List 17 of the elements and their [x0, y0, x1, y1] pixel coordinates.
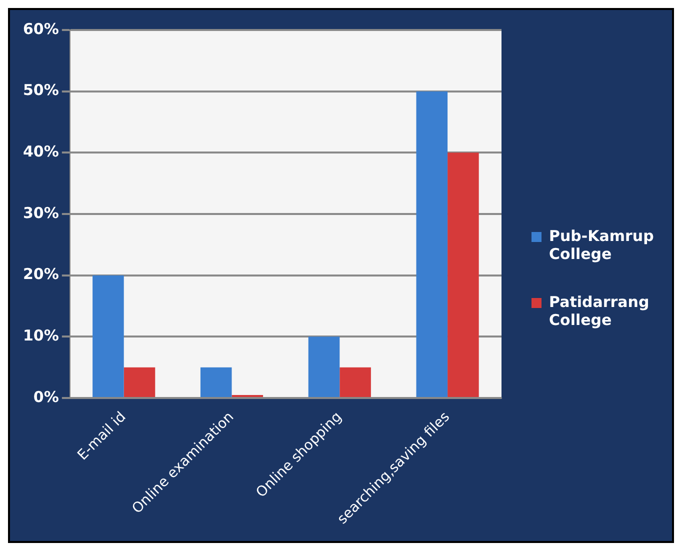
y-tick-label: 20% — [22, 265, 59, 284]
bar — [308, 336, 340, 398]
y-tick-label: 40% — [22, 142, 59, 161]
legend-label: Patidarrang College — [549, 292, 650, 329]
bar — [416, 91, 448, 398]
y-tick-label: 60% — [22, 20, 59, 38]
bar — [340, 367, 371, 398]
y-tick-label: 10% — [22, 326, 59, 345]
bar — [448, 152, 479, 398]
y-tick-label: 0% — [33, 388, 59, 406]
bar — [232, 394, 264, 398]
y-tick-label: 30% — [22, 204, 59, 222]
bar — [92, 275, 124, 398]
legend-label: Pub-Kamrup College — [549, 226, 654, 263]
y-tick-label: 50% — [22, 81, 59, 100]
bar — [200, 367, 232, 398]
bar — [124, 367, 156, 398]
